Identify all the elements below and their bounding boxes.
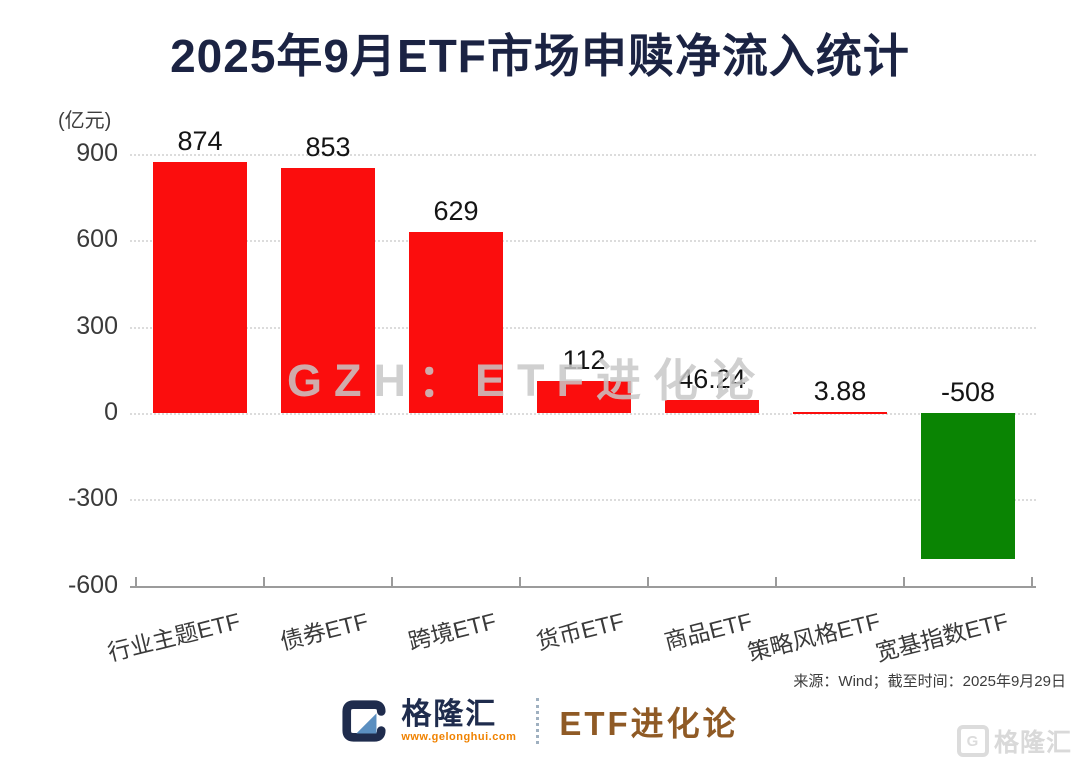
x-axis-tick (903, 576, 905, 586)
footer-publication-name: ETF进化论 (559, 705, 739, 742)
y-tick-label-0: 0 (104, 398, 118, 426)
bar-策略风格ETF (793, 411, 887, 414)
chart-overlay-watermark: GZH：ETF进化论 (287, 355, 767, 406)
x-axis-tick (391, 576, 393, 586)
bar-跨境ETF (409, 232, 503, 413)
gridline-300 (130, 326, 1036, 329)
bar-商品ETF (665, 399, 759, 413)
gridline-0 (130, 413, 1036, 415)
y-tick-label-300: 300 (76, 311, 118, 340)
gridline-600 (130, 240, 1036, 243)
gelonghui-logo-icon (342, 700, 386, 742)
data-source-note: 来源：Wind；截至时间：2025年9月29日 (793, 673, 1066, 690)
value-label-债券ETF: 853 (305, 131, 351, 162)
bar-宽基指数ETF (921, 413, 1015, 560)
corner-watermark-logo-icon: G (956, 725, 989, 757)
value-label-宽基指数ETF: -508 (940, 377, 996, 407)
x-axis-tick (1031, 576, 1033, 586)
x-axis-line (130, 585, 1036, 588)
value-label-跨境ETF: 629 (433, 196, 479, 227)
x-axis-tick (775, 576, 777, 586)
gridline--300 (130, 499, 1036, 502)
y-tick-label-900: 900 (76, 139, 118, 168)
corner-watermark-label: 格隆汇 (993, 729, 1072, 757)
x-axis-tick (135, 576, 137, 586)
chart-title: 2025年9月ETF市场申赎净流入统计 (170, 30, 910, 82)
footer-brand-bar: 格隆汇 www.gelonghui.com ETF进化论 (0, 692, 1080, 750)
bar-行业主题ETF (153, 161, 247, 413)
bar-chart-plot-area: 900 600 300 0 -300 -600 874 行业主题ETF 853 债券ETF 629 跨… (68, 126, 1036, 665)
y-tick-label--600: -600 (67, 570, 118, 599)
bar-债券ETF (281, 167, 375, 413)
x-axis-tick (647, 576, 649, 586)
value-label-商品ETF: 46.24 (678, 363, 746, 394)
value-label-行业主题ETF: 874 (177, 125, 223, 156)
y-tick-label-600: 600 (76, 225, 118, 254)
value-label-货币ETF: 112 (562, 344, 606, 375)
y-tick-label--300: -300 (67, 484, 118, 513)
x-axis-tick (519, 576, 521, 586)
y-axis-unit-label: (亿元) (58, 110, 112, 132)
footer-divider (536, 698, 540, 744)
corner-watermark: G 格隆汇 (956, 723, 1072, 759)
x-axis-tick (263, 576, 265, 586)
logo-triangle (356, 713, 377, 734)
value-label-策略风格ETF: 3.88 (813, 375, 867, 406)
footer-brand-url: www.gelonghui.com (401, 730, 517, 743)
gridline-900 (130, 154, 1036, 157)
footer-brand-name: 格隆汇 (401, 697, 498, 731)
bar-货币ETF (537, 380, 631, 413)
